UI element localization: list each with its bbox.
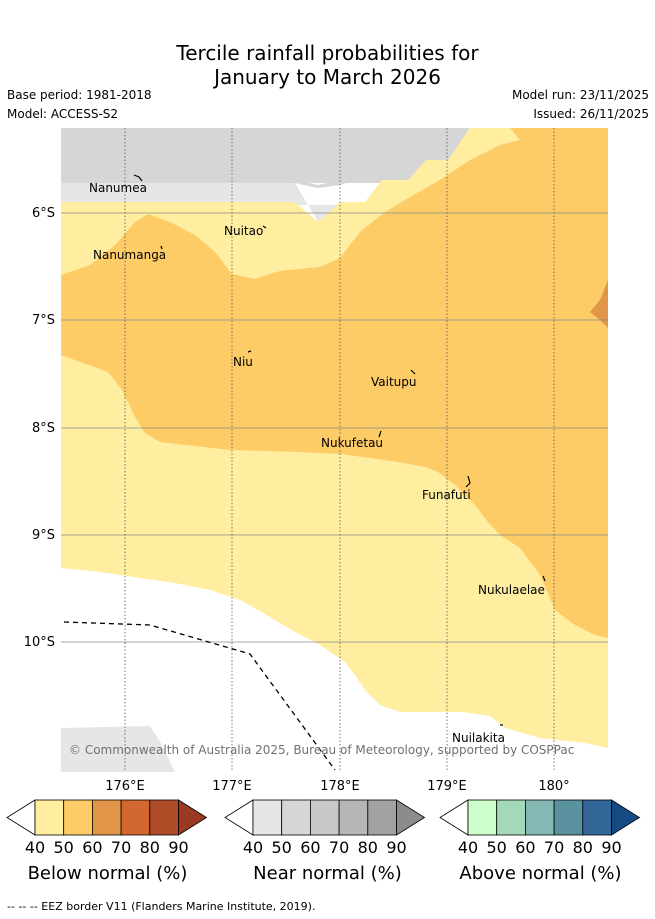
colorbar-below-tick-label: 90 [168, 838, 189, 857]
nanumanga-atoll-icon [160, 245, 163, 250]
lon-label-177e: 177°E [212, 779, 252, 794]
lon-label-178e: 178°E [320, 779, 360, 794]
place-label-funafuti: Funafuti [422, 488, 471, 502]
colorbar-near-segment [367, 799, 397, 836]
niu-atoll-icon [247, 350, 252, 353]
colorbar-above-tick-label: 40 [457, 838, 479, 857]
lat-label-7s: 7°S [31, 313, 55, 328]
island-coastlines [133, 174, 546, 726]
colorbar-above-tick-label: 60 [515, 838, 536, 857]
colorbar-below-tick-label: 80 [139, 838, 160, 857]
colorbar-below-tick-label: 60 [82, 838, 103, 857]
colorbar-below-min-arrow [6, 799, 36, 836]
nukulaelae-atoll-icon [542, 575, 546, 582]
lat-label-6s: 6°S [31, 206, 55, 221]
lon-label-179e: 179°E [427, 779, 467, 794]
place-label-nukufetau: Nukufetau [321, 436, 384, 450]
place-label-nuilakita: Nuilakita [452, 731, 505, 745]
colorbar-above-segment [467, 799, 498, 836]
below-normal-50-60-region [61, 128, 608, 638]
colorbar-above-segment [553, 799, 584, 836]
colorbar-legend [6, 799, 641, 836]
base-period: Base period: 1981-2018 [7, 88, 152, 102]
funafuti-atoll-icon [465, 475, 471, 488]
colorbar-near-tick-label: 50 [271, 838, 292, 857]
colorbar-above-normal [439, 799, 641, 836]
nuitao-atoll-icon [262, 225, 267, 229]
lon-label-176e: 176°E [105, 779, 145, 794]
colorbar-near-tick-label: 70 [328, 838, 350, 857]
near-normal-edge [61, 128, 450, 188]
place-label-vaitupu: Vaitupu [371, 375, 417, 389]
colorbar-below-max-arrow [178, 799, 208, 836]
colorbar-above-max-arrow [611, 799, 641, 836]
colorbar-near-tick-label: 90 [386, 838, 407, 857]
colorbar-above-segment [496, 799, 526, 836]
colorbar-near-title: Near normal (%) [253, 863, 402, 884]
longitude-gridlines [124, 128, 555, 772]
issued-date: Issued: 26/11/2025 [533, 107, 649, 121]
lon-label-180: 180° [538, 779, 570, 794]
colorbar-below-segment [92, 799, 122, 836]
colorbar-below-tick-label: 50 [53, 838, 74, 857]
colorbar-below-tick-label: 40 [24, 838, 46, 857]
place-label-nuitao: Nuitao [224, 224, 264, 238]
nukufetau-atoll-icon [378, 430, 382, 438]
map-title-line2: January to March 2026 [214, 65, 441, 89]
colorbar-above-min-arrow [439, 799, 469, 836]
colorbar-above-tick-label: 50 [486, 838, 507, 857]
colorbar-above-segment [582, 799, 612, 836]
colorbar-above-tick-label: 90 [601, 838, 622, 857]
model-name: Model: ACCESS-S2 [7, 107, 119, 121]
eez-border-line [63, 621, 336, 771]
place-label-nanumanga: Nanumanga [93, 248, 167, 262]
lat-label-9s: 9°S [31, 528, 55, 543]
colorbar-near-min-arrow [224, 799, 254, 836]
colorbar-near-tick-label: 40 [242, 838, 264, 857]
colorbar-below-normal [6, 799, 208, 836]
colorbar-near-tick-label: 80 [357, 838, 378, 857]
nanumea-atoll-icon [133, 174, 143, 182]
colorbar-above-title: Above normal (%) [459, 863, 622, 884]
lat-label-10s: 10°S [23, 635, 55, 650]
place-label-niu: Niu [233, 355, 253, 369]
map-title-line1: Tercile rainfall probabilities for [176, 41, 479, 65]
colorbar-below-tick-label: 70 [110, 838, 132, 857]
lat-label-8s: 8°S [31, 421, 55, 436]
colorbar-above-tick-label: 70 [543, 838, 565, 857]
colorbar-near-max-arrow [396, 799, 426, 836]
colorbar-below-segment [149, 799, 179, 836]
colorbar-near-segment [309, 799, 340, 836]
latitude-gridlines [61, 212, 608, 643]
colorbar-below-segment [34, 799, 65, 836]
colorbar-near-tick-label: 60 [300, 838, 321, 857]
colorbar-below-segment [120, 799, 151, 836]
colorbar-near-segment [252, 799, 283, 836]
model-run: Model run: 23/11/2025 [511, 88, 649, 102]
below-normal-60-70-patch [590, 280, 608, 328]
colorbar-above-segment [525, 799, 555, 836]
colorbar-near-normal [224, 799, 426, 836]
eez-border-legend: -- -- -- EEZ border V11 (Flanders Marine… [7, 900, 316, 913]
vaitupu-atoll-icon [410, 369, 416, 375]
colorbar-near-segment [281, 799, 311, 836]
colorbar-below-segment [63, 799, 93, 836]
rainfall-map [61, 128, 608, 772]
near-normal-southwest [61, 726, 175, 772]
colorbar-near-segment [338, 799, 369, 836]
colorbar-below-title: Below normal (%) [27, 863, 188, 884]
colorbar-above-tick-label: 80 [572, 838, 593, 857]
place-label-nanumea: Nanumea [89, 181, 147, 195]
place-label-nukulaelae: Nukulaelae [478, 583, 545, 597]
copyright-notice: © Commonwealth of Australia 2025, Bureau… [69, 743, 575, 757]
